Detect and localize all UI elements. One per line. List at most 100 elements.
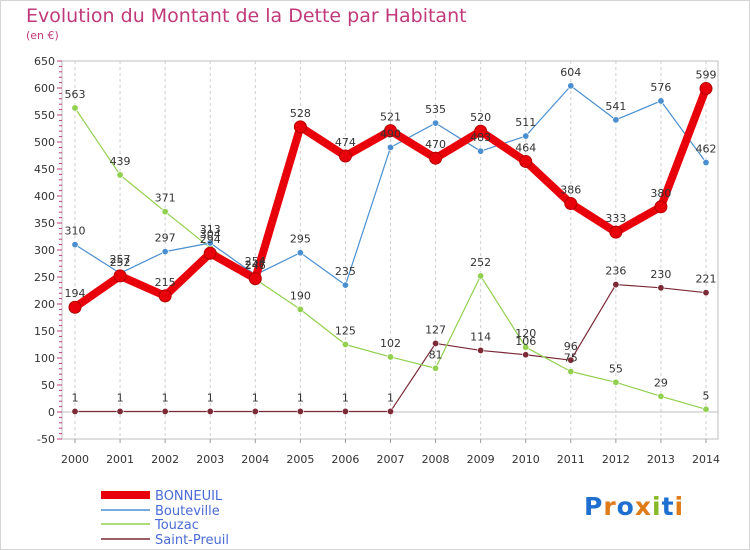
data-point xyxy=(477,147,485,155)
data-label: 483 xyxy=(470,131,491,144)
data-label: 246 xyxy=(245,259,266,272)
data-label: 563 xyxy=(65,88,86,101)
y-tick-label: 400 xyxy=(34,190,55,203)
data-label: 102 xyxy=(380,337,401,350)
y-tick-label: 450 xyxy=(34,163,55,176)
data-label: 247 xyxy=(245,259,266,272)
data-point xyxy=(341,407,349,415)
data-point xyxy=(116,171,124,179)
data-label: 55 xyxy=(609,362,623,375)
data-point xyxy=(341,340,349,348)
y-tick-label: 600 xyxy=(34,82,55,95)
data-label: 1 xyxy=(252,391,259,404)
data-label: 511 xyxy=(515,116,536,129)
data-label: 29 xyxy=(654,376,668,389)
data-point xyxy=(522,132,530,140)
data-point xyxy=(296,305,304,313)
data-label: 127 xyxy=(425,323,446,336)
data-point xyxy=(699,82,713,96)
data-label: 236 xyxy=(605,265,626,278)
data-label: 1 xyxy=(72,391,79,404)
logo-letter: r xyxy=(603,492,617,521)
x-tick-label: 2008 xyxy=(422,453,450,466)
data-point xyxy=(71,407,79,415)
legend-label: Bouteville xyxy=(155,504,220,519)
data-label: 490 xyxy=(380,127,401,140)
data-point xyxy=(477,346,485,354)
x-tick-label: 2002 xyxy=(151,453,179,466)
data-point xyxy=(612,116,620,124)
data-label: 599 xyxy=(696,69,717,82)
y-tick-label: 50 xyxy=(41,379,55,392)
data-label: 470 xyxy=(425,138,446,151)
legend-label: Touzac xyxy=(154,518,199,533)
data-point xyxy=(68,300,82,314)
data-point xyxy=(386,407,394,415)
data-point xyxy=(161,248,169,256)
data-point xyxy=(702,289,710,297)
data-point xyxy=(522,343,530,351)
y-tick-label: 650 xyxy=(34,55,55,68)
data-point xyxy=(384,124,397,138)
data-point xyxy=(432,119,440,127)
logo-letter: t xyxy=(661,492,675,521)
data-point xyxy=(161,407,169,415)
x-tick-label: 2003 xyxy=(196,453,224,466)
data-label: 252 xyxy=(470,256,491,269)
data-point xyxy=(429,151,443,165)
y-tick-label: 300 xyxy=(34,244,55,257)
logo-letter: o xyxy=(616,492,635,521)
y-tick-label: 150 xyxy=(34,325,55,338)
data-point xyxy=(296,249,304,257)
data-label: 380 xyxy=(650,187,671,200)
data-label: 194 xyxy=(65,287,86,300)
data-label: 295 xyxy=(290,233,311,246)
data-label: 313 xyxy=(200,223,221,236)
data-point xyxy=(567,367,575,375)
data-point xyxy=(203,246,217,260)
y-tick-label: 550 xyxy=(34,109,55,122)
logo-letter: i xyxy=(674,492,685,521)
data-label: 541 xyxy=(605,100,626,113)
y-tick-label: 0 xyxy=(48,406,55,419)
legend-label: BONNEUIL xyxy=(155,489,223,504)
data-label: 464 xyxy=(515,141,536,154)
data-point xyxy=(71,104,79,112)
data-label: 604 xyxy=(560,66,581,79)
data-point xyxy=(609,225,623,239)
data-point xyxy=(657,284,665,292)
data-point xyxy=(612,281,620,289)
data-label: 114 xyxy=(470,330,491,343)
data-label: 1 xyxy=(117,391,124,404)
data-label: 474 xyxy=(335,136,356,149)
legend-label: Saint-Preuil xyxy=(155,533,229,548)
data-point xyxy=(296,407,304,415)
x-tick-label: 2013 xyxy=(647,453,675,466)
data-point xyxy=(338,149,352,163)
x-tick-label: 2005 xyxy=(286,453,314,466)
data-label: 528 xyxy=(290,107,311,120)
data-label: 576 xyxy=(650,81,671,94)
data-point xyxy=(519,154,533,168)
x-tick-label: 2011 xyxy=(557,453,585,466)
data-label: 96 xyxy=(564,340,578,353)
data-point xyxy=(432,364,440,372)
data-point xyxy=(158,289,172,303)
data-label: 257 xyxy=(110,253,131,266)
data-point xyxy=(612,378,620,386)
data-label: 190 xyxy=(290,289,311,302)
data-label: 120 xyxy=(515,327,536,340)
x-tick-label: 2012 xyxy=(602,453,630,466)
proxiti-logo: Proxiti xyxy=(584,492,684,521)
data-label: 254 xyxy=(245,255,266,268)
data-point xyxy=(293,120,307,134)
data-label: 75 xyxy=(564,352,578,365)
data-point xyxy=(702,405,710,413)
data-label: 230 xyxy=(650,268,671,281)
x-tick-label: 2006 xyxy=(331,453,359,466)
logo-letter: i xyxy=(652,492,662,521)
data-label: 1 xyxy=(342,391,349,404)
y-tick-label: 350 xyxy=(34,217,55,230)
y-tick-label: 500 xyxy=(34,136,55,149)
